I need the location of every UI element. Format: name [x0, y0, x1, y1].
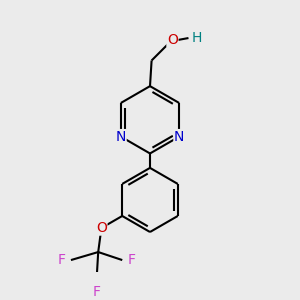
- Text: F: F: [93, 285, 101, 299]
- Text: F: F: [57, 253, 65, 267]
- Text: F: F: [128, 253, 136, 267]
- Text: H: H: [192, 31, 202, 45]
- Text: O: O: [96, 221, 107, 235]
- Text: N: N: [116, 130, 126, 144]
- Text: N: N: [174, 130, 184, 144]
- Text: O: O: [167, 33, 178, 46]
